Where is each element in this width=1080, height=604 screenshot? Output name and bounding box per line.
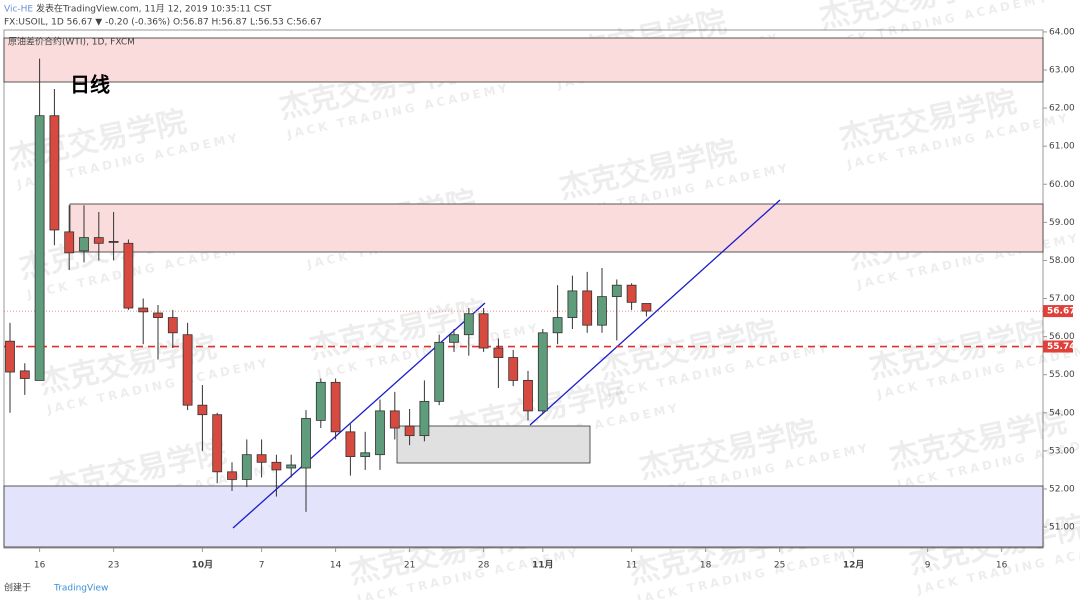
candle-body — [552, 317, 563, 334]
x-tick-label: 16 — [996, 561, 1008, 571]
price-label-box — [1043, 305, 1073, 318]
candle-body — [493, 347, 504, 358]
x-tick-label: 25 — [774, 561, 785, 571]
y-tick-label: 56.00 — [1049, 332, 1075, 342]
candle-body — [123, 242, 134, 309]
y-tick-label: 64.00 — [1049, 27, 1075, 37]
candle-body — [449, 334, 459, 343]
x-tick-label: 14 — [330, 561, 342, 571]
y-tick-label: 62.00 — [1049, 104, 1075, 114]
y-tick-label: 63.00 — [1049, 65, 1075, 75]
y-tick-label: 53.00 — [1049, 446, 1075, 456]
support-zone — [3, 485, 1044, 548]
candle-body — [301, 418, 311, 469]
published: 发表在TradingView.com, 11月 12, 2019 10:35:1… — [36, 3, 272, 15]
trend-line — [232, 302, 486, 529]
candle-body — [197, 404, 208, 416]
candle-body — [345, 431, 356, 457]
candle-body — [641, 303, 652, 312]
y-tick-label: 58.00 — [1049, 256, 1075, 266]
candle-body — [463, 313, 474, 336]
candle-body — [93, 237, 104, 244]
author: Vic-HE — [4, 5, 33, 15]
candle-body — [167, 317, 178, 334]
candle-body — [19, 370, 30, 379]
candle-body — [286, 464, 297, 469]
candle-body — [508, 357, 519, 381]
y-tick-label: 55.00 — [1049, 370, 1075, 380]
x-tick-label: 11 — [626, 561, 637, 571]
candle-body — [523, 380, 533, 412]
candle-body — [256, 454, 267, 463]
candle-body — [375, 410, 385, 456]
x-tick-label: 11月 — [532, 560, 554, 571]
candle-body — [626, 284, 637, 303]
candle-body — [597, 296, 607, 326]
symbol-line: FX:USOIL, 1D 56.67 ▼ -0.20 (-0.36%) O:56… — [4, 18, 322, 28]
candle-body — [271, 461, 282, 471]
x-tick-label: 12月 — [843, 560, 865, 571]
candle-body — [49, 115, 60, 231]
candle-body — [108, 240, 119, 243]
x-tick-label: 16 — [34, 561, 46, 571]
trend-line — [529, 199, 781, 426]
candle-body — [389, 410, 400, 429]
candle-body — [138, 307, 149, 313]
candle-body — [79, 237, 89, 252]
resistance-zone — [3, 37, 1044, 83]
candle-body — [227, 471, 237, 480]
y-tick-label: 61.00 — [1049, 142, 1075, 152]
footer: 创建于 — [4, 582, 31, 594]
y-tick-label: 59.00 — [1049, 218, 1075, 228]
candle-body — [582, 290, 593, 326]
candle-body — [212, 414, 223, 473]
y-tick-label: 54.00 — [1049, 408, 1075, 418]
x-tick-label: 10月 — [192, 560, 214, 571]
candle-body — [182, 334, 193, 406]
price-label: 55.74 — [1047, 342, 1075, 352]
y-tick-label: 52.00 — [1049, 484, 1075, 494]
y-tick-label: 60.00 — [1049, 180, 1075, 190]
x-tick-label: 9 — [925, 561, 931, 571]
annotation: 日线 — [70, 73, 110, 97]
candle-body — [360, 452, 371, 457]
candle-body — [419, 400, 430, 437]
candle-body — [153, 312, 163, 318]
candle-body — [315, 381, 326, 421]
brand: TradingView — [53, 584, 108, 594]
candle-body — [478, 313, 489, 349]
candle-body — [434, 341, 445, 402]
price-label-box — [1043, 340, 1073, 353]
price-label: 56.67 — [1047, 307, 1075, 317]
candle-body — [34, 115, 45, 381]
candle-body — [330, 381, 341, 433]
x-tick-label: 23 — [108, 561, 119, 571]
x-tick-label: 21 — [404, 561, 415, 571]
x-tick-label: 18 — [700, 561, 712, 571]
candle-body — [567, 290, 578, 318]
candle-body — [611, 284, 622, 298]
candle-body — [537, 332, 548, 412]
resistance-zone — [69, 203, 1044, 253]
candle-body — [241, 454, 252, 480]
y-tick-label: 51.00 — [1049, 523, 1075, 533]
x-tick-label: 28 — [478, 561, 490, 571]
instrument: 原油差价合约(WTI), 1D, FXCM — [8, 36, 135, 48]
candle-body — [404, 425, 415, 437]
candle-body — [5, 340, 15, 373]
candle-body — [64, 231, 75, 254]
y-tick-label: 57.00 — [1049, 294, 1075, 304]
x-tick-label: 7 — [259, 561, 265, 571]
